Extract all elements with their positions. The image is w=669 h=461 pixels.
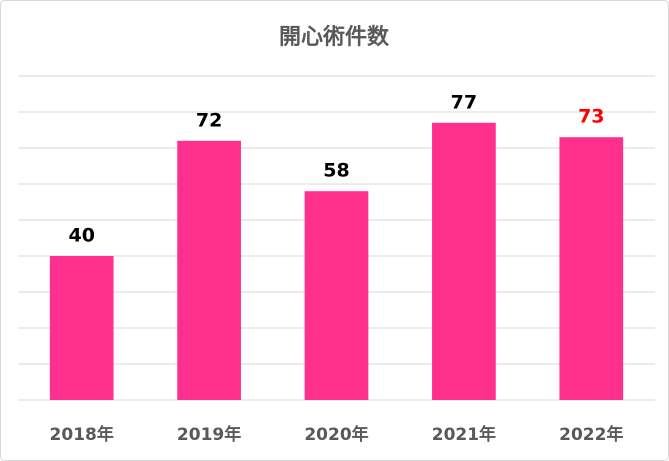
- data-label: 72: [196, 109, 222, 131]
- bar: [559, 137, 624, 400]
- data-label: 77: [451, 91, 477, 113]
- x-tick-label: 2019年: [177, 424, 241, 445]
- x-tick-label: 2022年: [559, 424, 623, 445]
- chart-title: 開心術件数: [279, 24, 390, 50]
- bar: [432, 122, 496, 401]
- x-tick-label: 2020年: [304, 424, 368, 445]
- bar: [304, 191, 369, 400]
- x-tick-label: 2021年: [432, 424, 496, 445]
- x-tick-label: 2018年: [50, 424, 114, 445]
- bar: [49, 256, 114, 400]
- data-label: 58: [323, 160, 349, 182]
- bar: [177, 140, 241, 401]
- data-label: 73: [578, 106, 604, 128]
- data-label: 40: [68, 225, 94, 247]
